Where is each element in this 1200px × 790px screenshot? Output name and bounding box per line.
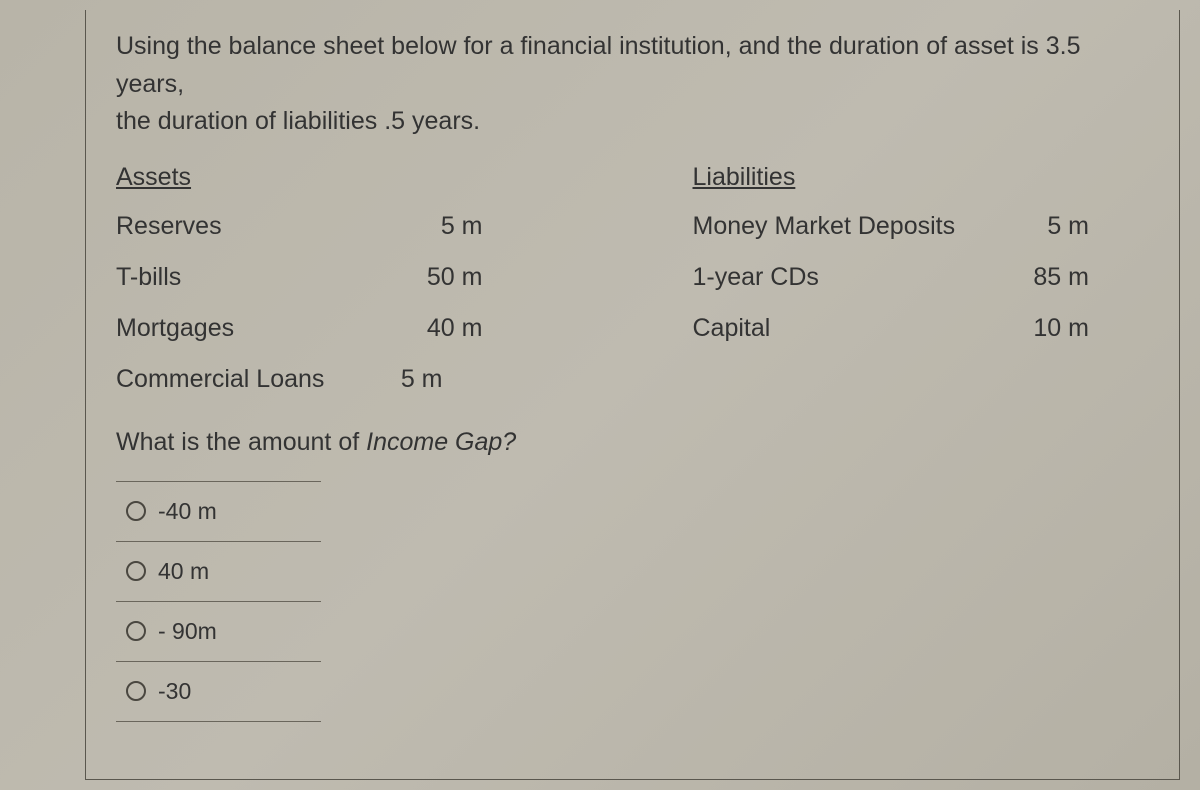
asset-value: 5 m <box>401 365 573 394</box>
option-label: -40 m <box>158 498 217 525</box>
liabilities-header: Liabilities <box>693 163 1150 192</box>
answer-option[interactable]: -40 m <box>116 481 321 541</box>
liability-row: Money Market Deposits 5 m <box>693 212 1150 241</box>
asset-value: 40 m <box>427 314 573 343</box>
answer-option[interactable]: - 90m <box>116 601 321 661</box>
liability-value: 5 m <box>1047 212 1149 241</box>
answer-options: -40 m 40 m - 90m -30 <box>116 481 321 722</box>
asset-label: Reserves <box>116 212 222 241</box>
liability-label: Money Market Deposits <box>693 212 956 241</box>
question-text: What is the amount of Income Gap? <box>116 428 1149 457</box>
option-label: 40 m <box>158 558 209 585</box>
question-prefix: What is the amount of <box>116 428 366 456</box>
question-prompt: Using the balance sheet below for a fina… <box>116 28 1149 141</box>
liability-label: 1-year CDs <box>693 263 819 292</box>
option-label: - 90m <box>158 618 217 645</box>
radio-icon <box>126 681 146 701</box>
liability-row: Capital 10 m <box>693 314 1150 343</box>
liabilities-column: Liabilities Money Market Deposits 5 m 1-… <box>693 163 1150 416</box>
asset-row: Mortgages 40 m <box>116 314 573 343</box>
asset-row: Commercial Loans 5 m <box>116 365 573 394</box>
prompt-line-1: Using the balance sheet below for a fina… <box>116 32 1081 98</box>
liability-value: 10 m <box>1033 314 1149 343</box>
radio-icon <box>126 621 146 641</box>
asset-row: T-bills 50 m <box>116 263 573 292</box>
liability-value: 85 m <box>1033 263 1149 292</box>
asset-label: Mortgages <box>116 314 234 343</box>
question-emphasis: Income Gap? <box>366 428 516 456</box>
asset-label: Commercial Loans <box>116 365 324 394</box>
assets-header: Assets <box>116 163 573 192</box>
radio-icon <box>126 561 146 581</box>
asset-value: 50 m <box>427 263 573 292</box>
asset-value: 5 m <box>441 212 573 241</box>
liability-row: 1-year CDs 85 m <box>693 263 1150 292</box>
balance-sheet: Assets Reserves 5 m T-bills 50 m Mortgag… <box>116 163 1149 416</box>
answer-option[interactable]: -30 <box>116 661 321 722</box>
prompt-line-2: the duration of liabilities .5 years. <box>116 107 480 135</box>
radio-icon <box>126 501 146 521</box>
liability-label: Capital <box>693 314 771 343</box>
asset-row: Reserves 5 m <box>116 212 573 241</box>
asset-label: T-bills <box>116 263 181 292</box>
question-card: Using the balance sheet below for a fina… <box>85 10 1180 780</box>
assets-column: Assets Reserves 5 m T-bills 50 m Mortgag… <box>116 163 573 416</box>
option-label: -30 <box>158 678 191 705</box>
answer-option[interactable]: 40 m <box>116 541 321 601</box>
